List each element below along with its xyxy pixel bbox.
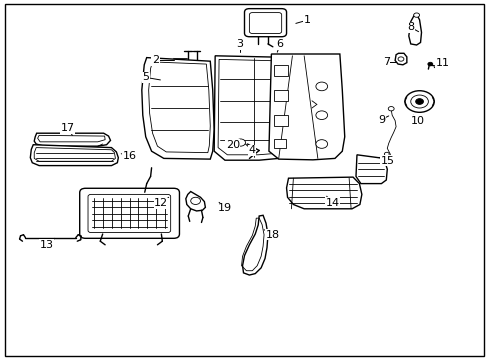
- Text: 5: 5: [142, 72, 149, 82]
- Text: 14: 14: [325, 198, 339, 208]
- FancyBboxPatch shape: [88, 194, 170, 233]
- Text: 7: 7: [382, 57, 389, 67]
- Bar: [273, 65, 287, 76]
- Circle shape: [315, 82, 327, 91]
- Polygon shape: [286, 177, 361, 209]
- Text: 20: 20: [225, 140, 239, 150]
- Circle shape: [384, 152, 388, 156]
- Polygon shape: [408, 14, 421, 45]
- Text: 1: 1: [303, 15, 310, 25]
- Circle shape: [235, 139, 245, 146]
- Circle shape: [190, 197, 200, 204]
- Polygon shape: [142, 58, 214, 159]
- Polygon shape: [185, 192, 205, 211]
- Text: 18: 18: [265, 230, 279, 240]
- Circle shape: [404, 91, 433, 112]
- Text: 13: 13: [40, 240, 53, 250]
- Polygon shape: [242, 215, 267, 275]
- Text: 19: 19: [218, 203, 231, 213]
- Bar: [273, 139, 285, 148]
- Text: 2: 2: [152, 55, 159, 66]
- Circle shape: [415, 99, 423, 104]
- Circle shape: [315, 111, 327, 120]
- Bar: [273, 115, 287, 126]
- Text: 6: 6: [276, 39, 283, 49]
- Circle shape: [387, 107, 393, 111]
- Text: 15: 15: [380, 156, 394, 166]
- Text: 8: 8: [407, 22, 413, 32]
- FancyBboxPatch shape: [80, 188, 179, 238]
- Text: 12: 12: [154, 198, 168, 208]
- FancyBboxPatch shape: [244, 9, 286, 37]
- Circle shape: [315, 140, 327, 148]
- Polygon shape: [268, 54, 344, 160]
- Polygon shape: [30, 145, 118, 166]
- Text: 4: 4: [248, 145, 255, 155]
- Polygon shape: [214, 56, 302, 160]
- Text: 3: 3: [236, 39, 243, 49]
- Polygon shape: [355, 155, 386, 184]
- Polygon shape: [394, 53, 406, 65]
- Circle shape: [413, 13, 419, 17]
- Circle shape: [410, 95, 427, 108]
- Text: 10: 10: [410, 116, 424, 126]
- Circle shape: [427, 62, 432, 66]
- Text: 17: 17: [61, 123, 74, 133]
- Circle shape: [397, 57, 403, 61]
- Text: 9: 9: [377, 114, 384, 125]
- Bar: [273, 90, 287, 101]
- Text: 11: 11: [435, 58, 448, 68]
- Text: 16: 16: [122, 151, 136, 161]
- Polygon shape: [34, 133, 110, 146]
